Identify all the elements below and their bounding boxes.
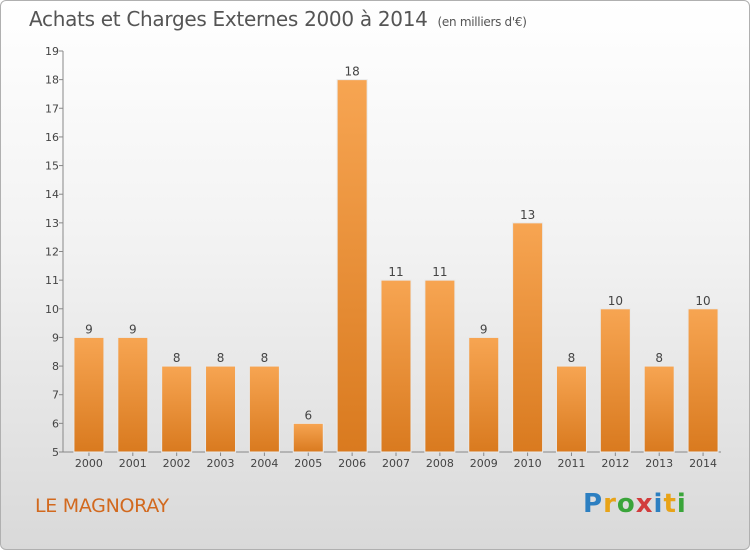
bar-value-label: 6 — [304, 408, 312, 422]
x-tick-label: 2005 — [294, 457, 322, 470]
y-tick-label: 5 — [52, 446, 59, 459]
bar — [161, 365, 193, 453]
bar — [336, 79, 368, 453]
x-tick-label: 2002 — [163, 457, 191, 470]
x-tick-label: 2011 — [557, 457, 585, 470]
y-tick-label: 13 — [45, 217, 59, 230]
logo-letter: i — [676, 489, 687, 519]
chart-title-text: Achats et Charges Externes 2000 à 2014 — [29, 7, 428, 31]
y-tick-label: 16 — [45, 131, 59, 144]
y-tick-label: 15 — [45, 160, 59, 173]
x-tick-label: 2014 — [689, 457, 717, 470]
x-tick-label: 2000 — [75, 457, 103, 470]
y-tick-label: 10 — [45, 303, 59, 316]
x-tick-label: 2001 — [119, 457, 147, 470]
bar — [643, 365, 675, 453]
y-tick-label: 14 — [45, 188, 59, 201]
bar — [117, 336, 149, 453]
y-tick-label: 17 — [45, 102, 59, 115]
y-tick-label: 19 — [45, 45, 59, 58]
y-tick-label: 7 — [52, 389, 59, 402]
bar-value-label: 9 — [85, 322, 93, 336]
bar-value-label: 11 — [388, 265, 403, 279]
bar — [512, 222, 544, 453]
x-tick-label: 2013 — [645, 457, 673, 470]
bar — [468, 336, 500, 453]
x-tick-label: 2004 — [250, 457, 278, 470]
bar-value-label: 9 — [480, 322, 488, 336]
bar-value-label: 8 — [261, 351, 269, 365]
bar — [380, 279, 412, 453]
bar-value-label: 9 — [129, 322, 137, 336]
y-tick-label: 8 — [52, 360, 59, 373]
x-tick-label: 2010 — [514, 457, 542, 470]
bar-value-label: 8 — [217, 351, 225, 365]
bar — [687, 308, 719, 453]
y-tick-label: 12 — [45, 246, 59, 259]
x-tick-label: 2006 — [338, 457, 366, 470]
logo-letter: P — [583, 489, 604, 519]
chart-title: Achats et Charges Externes 2000 à 2014 (e… — [29, 7, 527, 31]
bar-value-label: 8 — [568, 351, 576, 365]
x-tick-label: 2009 — [470, 457, 498, 470]
chart-unit: (en milliers d'€) — [437, 15, 527, 29]
bar-value-label: 8 — [173, 351, 181, 365]
y-tick-label: 11 — [45, 274, 59, 287]
bar — [73, 336, 105, 453]
x-tick-label: 2007 — [382, 457, 410, 470]
y-tick-label: 6 — [52, 417, 59, 430]
logo-letter: t — [663, 489, 677, 519]
y-tick-label: 18 — [45, 74, 59, 87]
y-tick-label: 9 — [52, 331, 59, 344]
bar-value-label: 10 — [608, 294, 623, 308]
bar — [599, 308, 631, 453]
bar — [248, 365, 280, 453]
commune-name: LE MAGNORAY — [35, 495, 169, 517]
logo-letter: i — [653, 489, 664, 519]
bar-value-label: 18 — [344, 65, 359, 79]
logo-letter: x — [635, 489, 654, 519]
logo-letter: r — [603, 489, 617, 519]
bar-value-label: 13 — [520, 208, 535, 222]
x-tick-label: 2012 — [601, 457, 629, 470]
x-tick-label: 2003 — [207, 457, 235, 470]
bar-value-label: 8 — [655, 351, 663, 365]
logo-letter: o — [616, 489, 636, 519]
bar — [292, 422, 324, 453]
proxiti-logo: Proxiti — [583, 489, 687, 519]
x-tick-label: 2008 — [426, 457, 454, 470]
bar — [205, 365, 237, 453]
bar-value-label: 10 — [695, 294, 710, 308]
bar — [555, 365, 587, 453]
bar — [424, 279, 456, 453]
bar-value-label: 11 — [432, 265, 447, 279]
